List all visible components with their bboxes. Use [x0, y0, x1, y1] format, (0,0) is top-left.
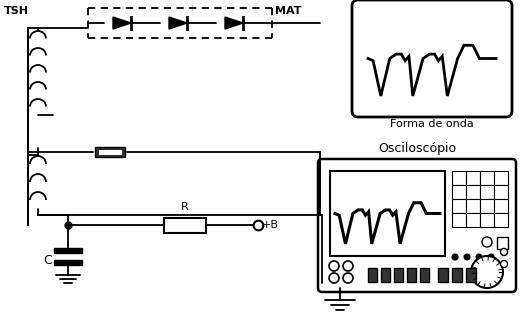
- Polygon shape: [169, 17, 187, 29]
- Circle shape: [488, 254, 494, 260]
- Circle shape: [329, 273, 339, 283]
- Bar: [438, 268, 448, 282]
- Bar: [494, 213, 508, 227]
- Bar: [466, 213, 480, 227]
- Text: R: R: [181, 202, 189, 212]
- Bar: [452, 185, 466, 199]
- Circle shape: [343, 273, 353, 283]
- Circle shape: [500, 260, 508, 268]
- Bar: [407, 268, 416, 282]
- Circle shape: [476, 254, 482, 260]
- Bar: [494, 199, 508, 213]
- Text: TSH: TSH: [4, 6, 29, 16]
- Bar: [466, 268, 476, 282]
- Bar: [368, 268, 377, 282]
- Bar: [420, 268, 429, 282]
- Bar: [452, 199, 466, 213]
- Bar: [452, 171, 466, 185]
- Polygon shape: [113, 17, 131, 29]
- Bar: [330, 171, 445, 256]
- Bar: [466, 171, 480, 185]
- Bar: [95, 147, 125, 157]
- Bar: [394, 268, 403, 282]
- Circle shape: [471, 256, 503, 288]
- Circle shape: [482, 237, 492, 247]
- FancyBboxPatch shape: [352, 0, 512, 117]
- Bar: [480, 185, 494, 199]
- Bar: [54, 260, 82, 265]
- Bar: [480, 213, 494, 227]
- Circle shape: [500, 248, 508, 256]
- Bar: [452, 213, 466, 227]
- Circle shape: [464, 254, 470, 260]
- Text: Osciloscópio: Osciloscópio: [378, 142, 456, 155]
- Bar: [480, 171, 494, 185]
- Text: Forma de onda: Forma de onda: [390, 119, 474, 129]
- Bar: [98, 149, 122, 155]
- Bar: [494, 185, 508, 199]
- Bar: [164, 218, 206, 233]
- FancyBboxPatch shape: [318, 159, 516, 292]
- Bar: [54, 248, 82, 253]
- Bar: [466, 199, 480, 213]
- Bar: [452, 268, 462, 282]
- Bar: [480, 199, 494, 213]
- Text: C: C: [44, 254, 53, 267]
- Bar: [381, 268, 390, 282]
- Circle shape: [343, 261, 353, 271]
- Bar: [497, 237, 508, 249]
- Bar: [494, 171, 508, 185]
- Circle shape: [329, 261, 339, 271]
- Text: +B: +B: [262, 220, 279, 230]
- Polygon shape: [225, 17, 243, 29]
- Bar: [466, 185, 480, 199]
- Text: MAT: MAT: [275, 6, 302, 16]
- Circle shape: [452, 254, 458, 260]
